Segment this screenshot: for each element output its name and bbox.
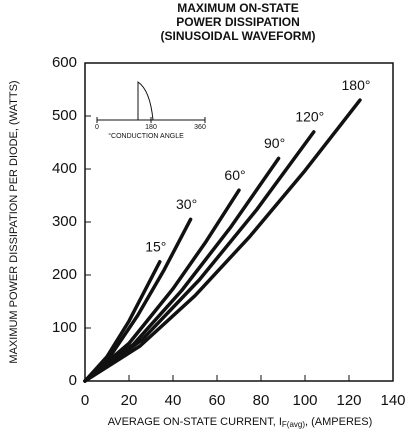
y-axis-label: MAXIMUM POWER DISSIPATION PER DIODE, (WA… — [8, 80, 20, 363]
chart-title: POWER DISSIPATION — [176, 15, 300, 29]
curve — [83, 188, 241, 383]
inset-caption: °CONDUCTION ANGLE — [108, 132, 184, 140]
y-tick-label: 600 — [52, 54, 77, 71]
inset-tick-label: 0 — [95, 124, 99, 131]
x-tick-label: 60 — [209, 392, 226, 409]
y-tick-label: 200 — [52, 266, 77, 283]
x-axis-label: AVERAGE ON-STATE CURRENT, IF(avg), (AMPE… — [108, 416, 373, 429]
curve — [83, 217, 193, 383]
curve — [83, 130, 316, 383]
curve-label: 180° — [342, 77, 371, 93]
chart-title: MAXIMUM ON-STATE — [177, 1, 299, 15]
x-tick-label: 120 — [336, 392, 361, 409]
curve-label: 90° — [264, 135, 285, 151]
x-label-part: , (AMPERES) — [305, 416, 372, 428]
x-label-part: AVERAGE ON-STATE CURRENT, I — [108, 416, 282, 428]
x-tick-label: 0 — [81, 392, 89, 409]
curve-label: 60° — [224, 167, 245, 183]
y-tick-label: 400 — [52, 160, 77, 177]
x-tick-label: 100 — [292, 392, 317, 409]
curve-label: 15° — [145, 238, 166, 254]
y-tick-label: 300 — [52, 213, 77, 230]
chart-title: (SINUSOIDAL WAVEFORM) — [161, 29, 316, 43]
x-label-sub: F(avg) — [282, 420, 305, 429]
curve — [83, 98, 362, 383]
curve-label: 30° — [176, 196, 197, 212]
curve-label: 120° — [295, 109, 324, 125]
x-tick-label: 20 — [121, 392, 138, 409]
y-tick-label: 0 — [69, 372, 77, 389]
x-tick-label: 80 — [253, 392, 270, 409]
inset-tick-label: 360 — [194, 124, 206, 131]
inset-tick-label: 180 — [145, 124, 157, 131]
inset: 0 180 360 °CONDUCTION ANGLE — [95, 81, 206, 140]
x-tick-label: 40 — [165, 392, 182, 409]
y-tick-label: 500 — [52, 107, 77, 124]
inset-waveform — [137, 81, 154, 121]
x-tick-label: 140 — [380, 392, 405, 409]
y-tick-label: 100 — [52, 319, 77, 336]
plot-frame — [84, 62, 394, 382]
